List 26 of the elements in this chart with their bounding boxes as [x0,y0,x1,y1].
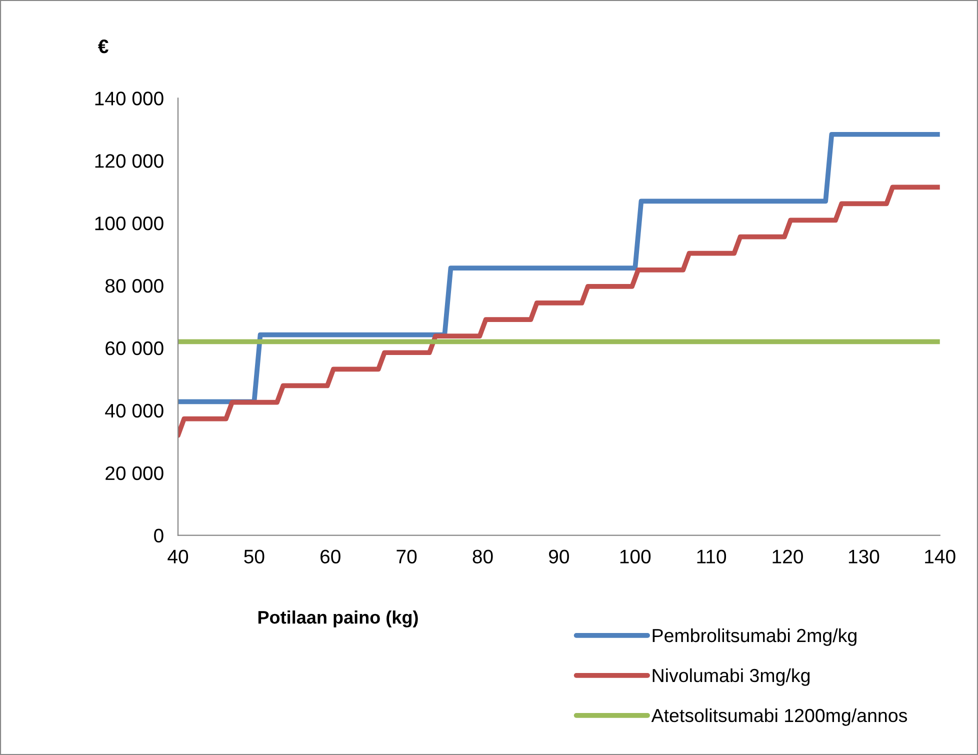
y-tick-label: 80 000 [105,278,164,293]
x-tick-label: 60 [320,550,340,564]
y-tick-label: 60 000 [106,341,164,356]
legend-label: Atetsolitsumabi 1200mg/annos [651,708,908,726]
x-tick-label: 110 [697,550,726,564]
line-series [178,132,940,404]
x-tick-label: 40 [168,550,188,564]
x-tick-label: 50 [244,550,264,564]
legend-label: Nivolumabi 3mg/kg [652,668,810,686]
x-tick-label: 100 [620,550,651,564]
x-tick-label: 80 [472,550,493,564]
x-tick-label: 70 [396,550,417,564]
y-tick-label: 40 000 [105,404,164,418]
legend-label: Pembrolitsumabi 2mg/kg [652,628,856,646]
x-axis-title: Potilaan paino (kg) [258,610,418,628]
x-tick-label: 90 [549,550,569,564]
y-axis-title: € [98,39,108,54]
y-tick-label: 120 000 [95,154,164,168]
y-tick-label: 100 000 [95,216,164,230]
y-tick-label: 0 [154,528,164,543]
x-tick-label: 130 [848,550,880,564]
x-tick-label: 120 [772,550,803,564]
line-series [178,184,940,438]
y-tick-label: 140 000 [95,92,164,106]
x-tick-label: 140 [925,550,956,564]
y-tick-label: 20 000 [106,466,164,480]
